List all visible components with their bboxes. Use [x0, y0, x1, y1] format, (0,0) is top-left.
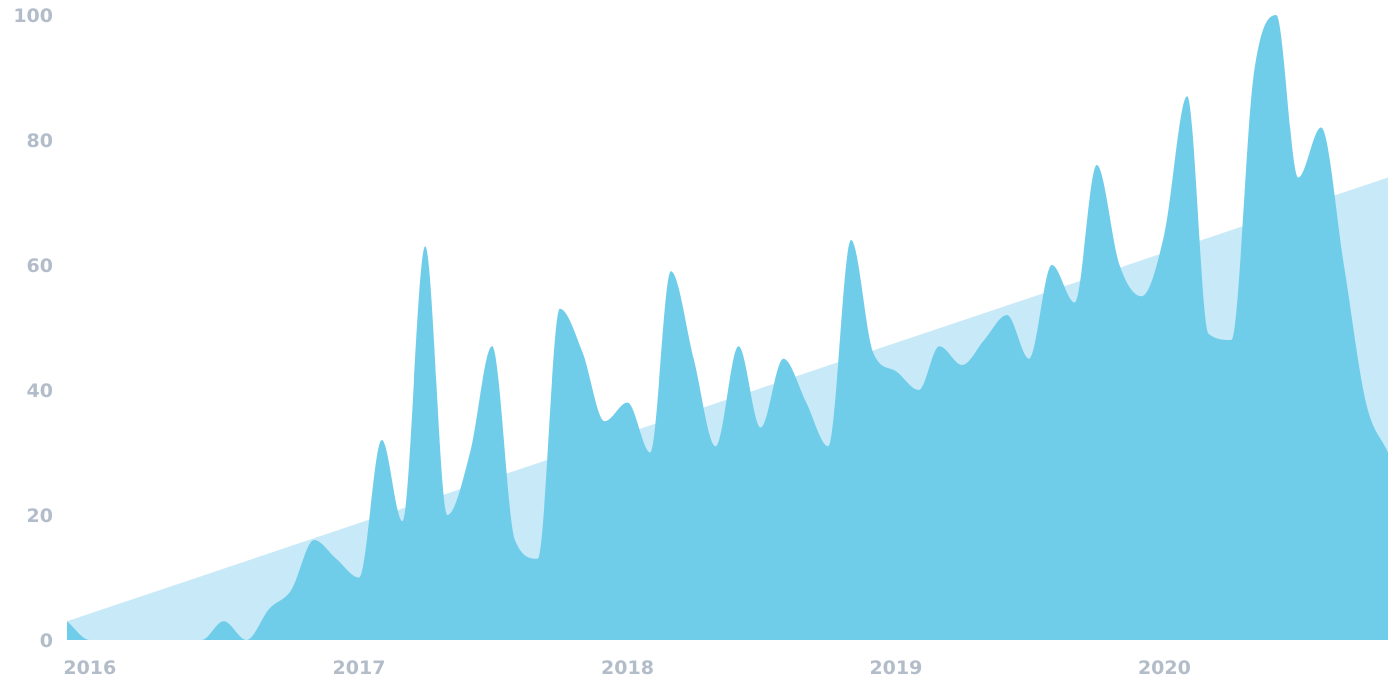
- data-point-2018-09-01: [804, 401, 808, 405]
- data-point-2017-05-01: [445, 513, 449, 517]
- data-point-2016-06-01: [200, 638, 204, 642]
- data-point-2018-11-01: [849, 238, 853, 242]
- data-point-2019-04-01: [960, 363, 964, 367]
- data-point-2020-01-01: [1162, 232, 1166, 236]
- x-tick-label: 2020: [1138, 657, 1191, 679]
- data-point-2018-08-01: [781, 357, 785, 361]
- data-point-2019-06-01: [1005, 313, 1009, 317]
- y-tick-label: 60: [27, 255, 53, 277]
- data-point-2020-10-01: [1364, 401, 1368, 405]
- data-point-2019-07-01: [1027, 357, 1031, 361]
- data-point-2018-02-01: [648, 451, 652, 455]
- data-point-2016-03-01: [132, 638, 136, 642]
- data-point-2019-02-01: [917, 388, 921, 392]
- data-point-2017-04-01: [423, 244, 427, 248]
- data-point-2016-04-01: [155, 638, 159, 642]
- data-point-2020-10-31: [1386, 451, 1390, 455]
- data-point-2018-06-01: [737, 344, 741, 348]
- data-point-2020-09-01: [1342, 263, 1346, 267]
- data-point-2019-03-01: [937, 344, 941, 348]
- data-point-2017-09-01: [536, 557, 540, 561]
- data-point-2016-08-01: [244, 638, 248, 642]
- data-point-2016-07-01: [222, 619, 226, 623]
- data-point-2015-12-01: [65, 619, 69, 623]
- data-point-2016-12-01: [334, 557, 338, 561]
- y-tick-label: 80: [27, 130, 53, 152]
- data-point-2020-04-01: [1229, 338, 1233, 342]
- data-point-2020-05-01: [1251, 76, 1255, 80]
- data-point-2016-05-01: [177, 638, 181, 642]
- data-point-2016-02-01: [111, 638, 115, 642]
- data-point-2017-07-01: [490, 344, 494, 348]
- data-point-2020-02-01: [1185, 94, 1189, 98]
- y-tick-label: 20: [27, 505, 53, 527]
- data-point-2016-10-01: [289, 588, 293, 592]
- data-point-2020-06-01: [1274, 13, 1278, 17]
- data-point-2016-11-01: [312, 538, 316, 542]
- data-point-2019-01-01: [894, 369, 898, 373]
- data-point-2018-10-01: [826, 444, 830, 448]
- data-point-2018-03-01: [669, 269, 673, 273]
- data-point-2019-10-01: [1095, 163, 1099, 167]
- y-tick-label: 40: [27, 380, 53, 402]
- data-point-2017-03-01: [400, 519, 404, 523]
- data-point-2019-09-01: [1073, 301, 1077, 305]
- data-point-2017-01-01: [357, 576, 361, 580]
- x-tick-label: 2016: [63, 657, 116, 679]
- data-point-2018-04-01: [692, 357, 696, 361]
- data-point-2020-03-01: [1207, 332, 1211, 336]
- y-tick-label: 0: [40, 630, 53, 652]
- x-axis: 2016 2017 2018 2019 2020: [63, 657, 1190, 679]
- data-point-2020-08-01: [1319, 126, 1323, 130]
- data-point-2019-11-01: [1118, 263, 1122, 267]
- data-point-2018-01-01: [625, 401, 629, 405]
- data-point-2017-06-01: [468, 451, 472, 455]
- data-point-2017-10-01: [558, 307, 562, 311]
- data-point-2017-02-01: [380, 438, 384, 442]
- data-point-2018-07-01: [759, 426, 763, 430]
- data-point-2018-05-01: [714, 444, 718, 448]
- data-point-2019-12-01: [1140, 294, 1144, 298]
- data-point-2017-12-01: [603, 419, 607, 423]
- x-tick-label: 2017: [333, 657, 386, 679]
- data-point-2019-08-01: [1050, 263, 1054, 267]
- x-tick-label: 2018: [601, 657, 654, 679]
- y-tick-label: 100: [13, 5, 53, 27]
- data-point-2020-07-01: [1296, 176, 1300, 180]
- data-point-2017-11-01: [581, 351, 585, 355]
- data-point-2016-09-01: [267, 607, 271, 611]
- data-point-2018-12-01: [871, 351, 875, 355]
- monthly-area: [67, 14, 1388, 640]
- data-point-2017-08-01: [513, 538, 517, 542]
- data-point-2016-01-01: [88, 638, 92, 642]
- data-point-2019-05-01: [982, 338, 986, 342]
- x-tick-label: 2019: [869, 657, 922, 679]
- y-axis: 0 20 40 60 80 100: [13, 5, 53, 652]
